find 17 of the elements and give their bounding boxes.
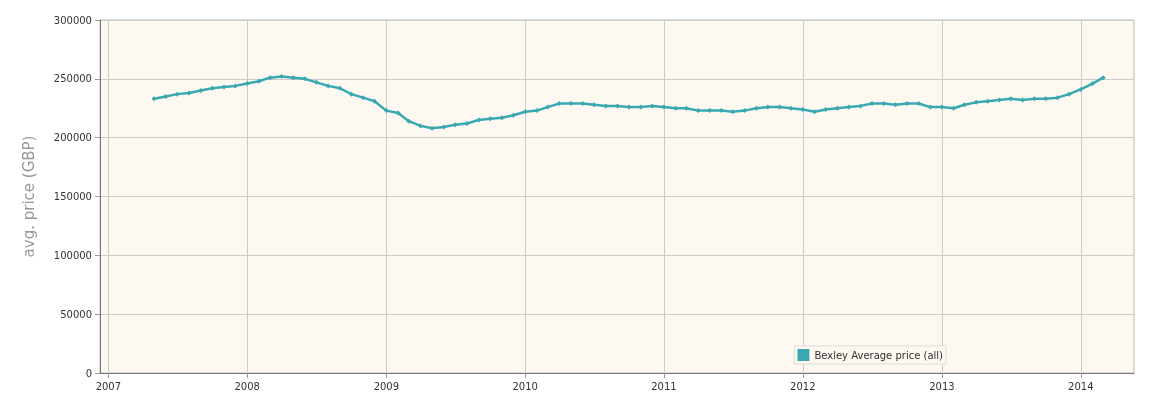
x-tick-label: 2014	[1068, 380, 1094, 392]
y-tick-label: 200000	[53, 132, 92, 144]
x-tick-label: 2012	[790, 380, 816, 392]
y-tick-label: 50000	[60, 308, 92, 320]
legend-label: Bexley Average price (all)	[814, 349, 944, 361]
x-tick-label: 2013	[929, 380, 955, 392]
y-tick-label: 300000	[53, 14, 92, 26]
x-tick-label: 2011	[651, 380, 677, 392]
y-tick-label: 150000	[53, 191, 92, 202]
x-tick-label: 2009	[373, 380, 400, 392]
y-tick-label: 100000	[53, 249, 92, 261]
y-tick-label: 0	[85, 367, 92, 379]
x-tick-label: 2008	[234, 380, 260, 392]
x-tick-label: 2007	[95, 380, 122, 392]
y-tick-label: 250000	[53, 73, 92, 85]
y-axis-title: avg. price (GBP)	[19, 135, 38, 258]
x-tick-label: 2010	[512, 380, 538, 392]
